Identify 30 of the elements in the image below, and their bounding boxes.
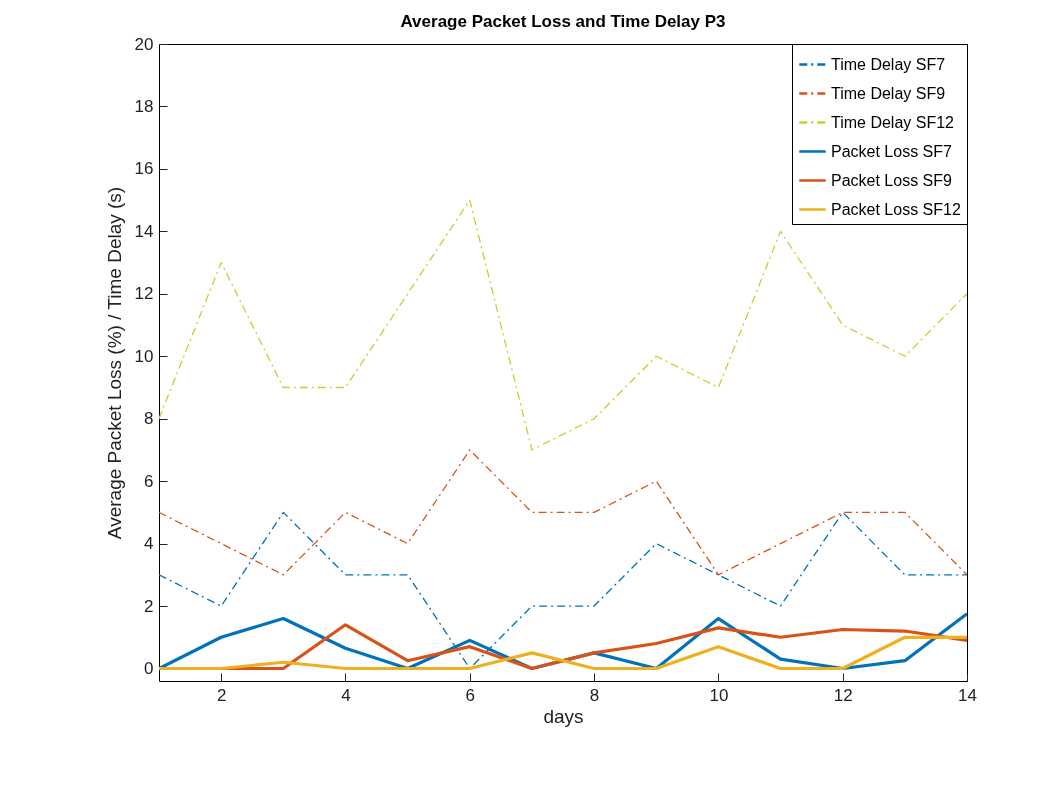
y-tick-label: 4 bbox=[144, 534, 154, 554]
y-tick-label: 8 bbox=[144, 409, 154, 429]
legend-label: Packet Loss SF12 bbox=[831, 200, 961, 218]
chart-title: Average Packet Loss and Time Delay P3 bbox=[400, 12, 726, 31]
y-tick-label: 20 bbox=[134, 34, 154, 54]
x-tick-label: 6 bbox=[465, 685, 475, 705]
line-series bbox=[159, 635, 967, 671]
y-tick-label: 6 bbox=[144, 471, 154, 491]
legend-label: Time Delay SF7 bbox=[831, 55, 946, 73]
line-series bbox=[159, 199, 967, 451]
x-tick-label: 12 bbox=[833, 685, 853, 705]
y-tick-label: 18 bbox=[134, 96, 154, 116]
x-tick-label: 10 bbox=[709, 685, 729, 705]
x-tick-label: 4 bbox=[341, 685, 351, 705]
y-tick-label: 12 bbox=[134, 284, 154, 304]
y-tick-label: 10 bbox=[134, 346, 154, 366]
y-tick-label: 2 bbox=[144, 596, 154, 616]
legend-label: Time Delay SF9 bbox=[831, 84, 946, 102]
x-tick-label: 14 bbox=[958, 685, 977, 705]
legend-label: Packet Loss SF9 bbox=[831, 171, 953, 189]
y-axis-title: Average Packet Loss (%) / Time Delay (s) bbox=[103, 186, 125, 540]
y-tick-label: 0 bbox=[144, 659, 154, 679]
y-tick-label: 14 bbox=[134, 221, 154, 241]
line-series bbox=[159, 449, 967, 576]
x-axis-title: days bbox=[543, 705, 584, 727]
y-tick-label: 16 bbox=[134, 159, 154, 179]
x-tick-label: 2 bbox=[216, 685, 227, 705]
legend-label: Time Delay SF12 bbox=[831, 113, 955, 131]
legend-label: Packet Loss SF7 bbox=[831, 142, 953, 160]
x-tick-label: 8 bbox=[589, 685, 600, 705]
